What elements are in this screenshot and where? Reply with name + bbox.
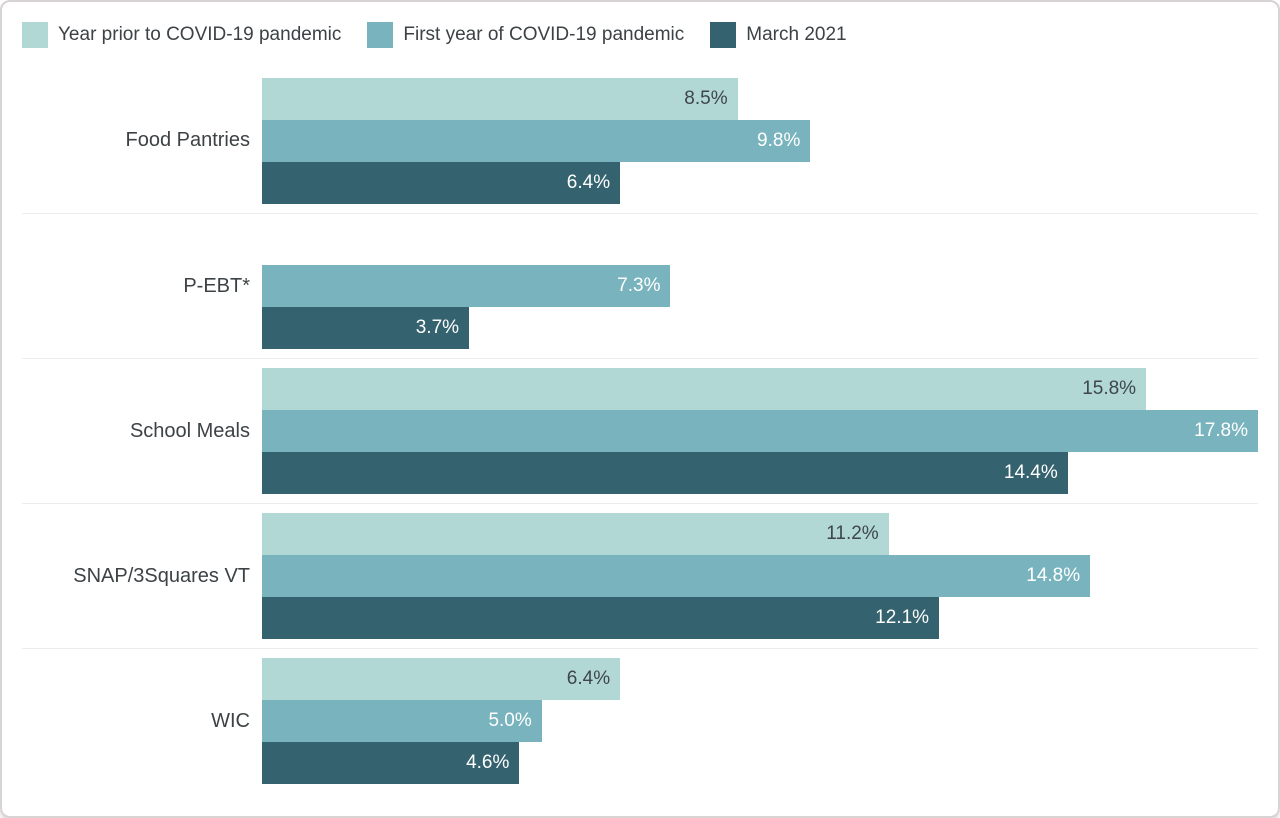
bar-slot: 17.8% (262, 410, 1258, 452)
bar: 11.2% (262, 513, 889, 555)
bar-slot: 14.4% (262, 452, 1258, 494)
category-row: SNAP/3Squares VT 11.2% 14.8% 12.1% (22, 503, 1258, 648)
legend-swatch (367, 22, 394, 48)
bar: 3.7% (262, 307, 470, 349)
bar: 14.8% (262, 555, 1091, 597)
bar-slot: 9.8% (262, 119, 1258, 162)
category-row: Food Pantries 8.5% 9.8% 6.4% (22, 68, 1258, 213)
bar-slot (262, 223, 1258, 265)
bar-group: 7.3% 3.7% (262, 223, 1258, 349)
bar: 4.6% (262, 742, 520, 784)
bar-slot: 4.6% (262, 742, 1258, 784)
bar: 12.1% (262, 597, 940, 639)
bar-value-label: 11.2% (826, 523, 879, 544)
bar-value-label: 12.1% (875, 607, 930, 628)
bar: 9.8% (262, 119, 811, 162)
category-label: Food Pantries (125, 129, 250, 151)
legend-label: Year prior to COVID-19 pandemic (58, 24, 342, 45)
bar-group: 6.4% 5.0% 4.6% (262, 658, 1258, 784)
category-label: WIC (211, 709, 250, 732)
bar: 6.4% (262, 658, 621, 700)
bar-slot: 6.4% (262, 161, 1258, 204)
bar-chart: Food Pantries 8.5% 9.8% 6.4% P-EBT* 7.3% 3.7% S… (22, 68, 1258, 793)
legend-swatch (22, 22, 48, 48)
bar-slot: 14.8% (262, 555, 1258, 597)
bar-value-label: 4.6% (466, 752, 510, 773)
bar-slot: 11.2% (262, 513, 1258, 555)
bar-value-label: 6.4% (566, 171, 611, 193)
bar-slot: 8.5% (262, 77, 1258, 120)
bar-value-label: 3.7% (415, 317, 460, 338)
bar: 6.4% (262, 161, 621, 204)
bar-slot: 5.0% (262, 700, 1258, 742)
bar: 7.3% (262, 265, 671, 307)
bar-value-label: 17.8% (1194, 420, 1248, 441)
category-row: School Meals 15.8% 17.8% 14.4% (22, 358, 1258, 503)
bar: 14.4% (262, 452, 1068, 494)
bar-value-label: 6.4% (566, 668, 611, 689)
bar-value-label: 14.4% (1003, 462, 1058, 483)
legend-label: First year of COVID-19 pandemic (403, 24, 685, 45)
bar-value-label: 5.0% (488, 710, 532, 731)
bar: 17.8% (262, 410, 1258, 452)
bar-value-label: 14.8% (1026, 565, 1081, 586)
bar-group: 15.8% 17.8% 14.4% (262, 368, 1258, 494)
legend: Year prior to COVID-19 pandemic First yea… (2, 2, 1278, 48)
legend-swatch (710, 22, 737, 48)
bar-slot: 15.8% (262, 368, 1258, 410)
bar-slot: 12.1% (262, 597, 1258, 639)
bar: 5.0% (262, 700, 542, 742)
bar-slot: 7.3% (262, 265, 1258, 307)
legend-item: March 2021 (710, 22, 847, 48)
legend-label: March 2021 (746, 24, 847, 45)
bar: 15.8% (262, 368, 1147, 410)
bar-value-label: 8.5% (684, 87, 728, 109)
bar-value-label: 15.8% (1082, 378, 1137, 399)
bar: 8.5% (262, 77, 738, 120)
category-row: P-EBT* 7.3% 3.7% (22, 213, 1258, 358)
legend-item: Year prior to COVID-19 pandemic (22, 22, 341, 48)
category-label: SNAP/3Squares VT (73, 564, 250, 587)
legend-item: First year of COVID-19 pandemic (367, 22, 684, 48)
bar-slot: 6.4% (262, 658, 1258, 700)
bar-value-label: 9.8% (757, 129, 801, 151)
bar-group: 11.2% 14.8% 12.1% (262, 513, 1258, 639)
category-label: P-EBT* (183, 274, 250, 297)
bar-slot: 3.7% (262, 307, 1258, 349)
category-label: School Meals (129, 419, 250, 442)
bar-group: 8.5% 9.8% 6.4% (262, 77, 1258, 204)
category-row: WIC 6.4% 5.0% 4.6% (22, 648, 1258, 793)
bar-value-label: 7.3% (617, 275, 661, 296)
